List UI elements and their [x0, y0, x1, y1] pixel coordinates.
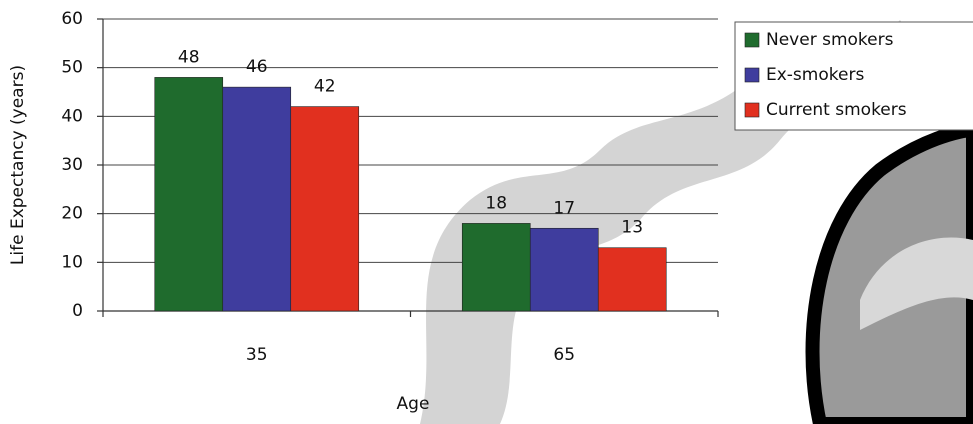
bar	[529, 227, 599, 312]
bar	[222, 86, 292, 312]
data-label: 48	[178, 47, 200, 67]
y-tick-label: 0	[72, 301, 83, 321]
y-tick-label: 10	[61, 252, 83, 272]
y-tick-label: 40	[61, 106, 83, 126]
bar	[461, 223, 531, 312]
y-tick-label: 30	[61, 155, 83, 175]
data-label: 46	[246, 57, 268, 77]
legend-label: Never smokers	[766, 30, 894, 50]
y-tick-label: 50	[61, 58, 83, 78]
bar	[597, 247, 667, 312]
legend-swatch	[744, 102, 760, 118]
legend-swatch	[744, 67, 760, 83]
data-label: 13	[621, 218, 643, 238]
bar	[154, 77, 224, 312]
y-tick-label: 60	[61, 9, 83, 29]
x-tick-label: 35	[246, 345, 268, 365]
data-label: 42	[314, 77, 336, 97]
legend-label: Ex-smokers	[766, 65, 864, 85]
bar	[290, 106, 360, 312]
legend	[734, 21, 973, 131]
data-label: 17	[553, 198, 575, 218]
y-tick-label: 20	[61, 204, 83, 224]
x-axis-label: Age	[397, 394, 430, 414]
x-tick-label: 65	[553, 345, 575, 365]
legend-swatch	[744, 32, 760, 48]
data-label: 18	[485, 193, 507, 213]
legend-label: Current smokers	[766, 100, 907, 120]
y-axis-label: Life Expectancy (years)	[8, 65, 28, 265]
ashtray-inner	[860, 237, 973, 330]
